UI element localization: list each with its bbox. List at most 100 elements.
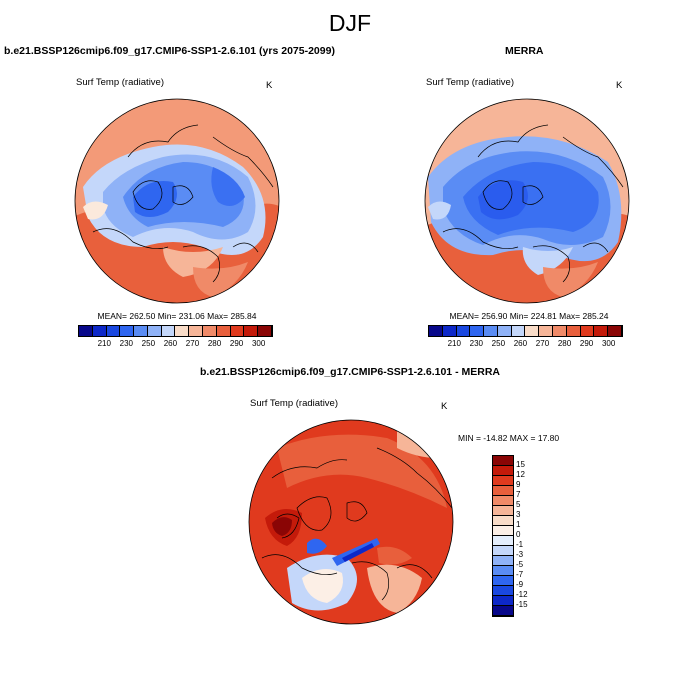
colorbar-swatch (493, 456, 513, 466)
colorbar-tick-label: 230 (119, 339, 133, 348)
colorbar-swatches (492, 455, 514, 617)
panel-1-stats: MEAN= 262.50 Min= 231.06 Max= 285.84 (97, 311, 257, 321)
colorbar-swatch (493, 476, 513, 486)
colorbar-tick-label: 230 (469, 339, 483, 348)
panel-2-variable-label: Surf Temp (radiative) (426, 77, 514, 88)
colorbar-swatch (161, 326, 176, 336)
colorbar-swatch (493, 576, 513, 586)
colorbar-tick-label: 260 (513, 339, 528, 348)
colorbar-ticks: 210 230 250 260 270 280 290 300 (428, 337, 621, 349)
panel-2-title: MERRA (505, 45, 544, 57)
colorbar-tick-label: 250 (141, 339, 156, 348)
colorbar-swatch (566, 326, 581, 336)
colorbar-tick-label: -12 (516, 590, 528, 599)
colorbar-tick-label: -3 (516, 550, 524, 559)
colorbar-swatch (120, 326, 135, 336)
panel-2-polar-map (424, 98, 630, 304)
colorbar-tick-label: 12 (516, 470, 525, 479)
colorbar-tick-label: 290 (229, 339, 244, 348)
colorbar-swatch (580, 326, 595, 336)
colorbar-tick-label: 1 (516, 520, 521, 529)
colorbar-tick-label: 3 (516, 510, 521, 519)
panel-3-variable-label: Surf Temp (radiative) (250, 398, 338, 409)
colorbar-swatch (175, 326, 190, 336)
colorbar-tick-label: 300 (251, 339, 266, 348)
colorbar-ticks: 15 12 9 7 5 3 1 0 -1 -3 -5 -7 -9 -12 -15 (516, 455, 546, 615)
panel-3-title: b.e21.BSSP126cmip6.f09_g17.CMIP6-SSP1-2.… (200, 366, 500, 378)
figure-title: DJF (328, 10, 372, 36)
colorbar-tick-label: -9 (516, 580, 524, 589)
colorbar-swatch (493, 466, 513, 476)
colorbar-swatch (525, 326, 540, 336)
colorbar-swatch (493, 496, 513, 506)
colorbar-swatch (470, 326, 485, 336)
colorbar-swatch (493, 556, 513, 566)
colorbar-swatch (493, 536, 513, 546)
colorbar-swatch (493, 566, 513, 576)
colorbar-tick-label: 270 (185, 339, 200, 348)
colorbar-tick-label: 270 (535, 339, 550, 348)
colorbar-tick-label: 210 (447, 339, 461, 348)
panel-1-variable-label: Surf Temp (radiative) (76, 77, 164, 88)
colorbar-swatch (216, 326, 231, 336)
colorbar-swatch (189, 326, 204, 336)
colorbar-swatch (258, 326, 272, 336)
colorbar-swatch (429, 326, 443, 336)
panel-1-colorbar: 210 230 250 260 270 280 290 300 (78, 325, 273, 349)
colorbar-swatch (493, 546, 513, 556)
panel-3-stats: MIN = -14.82 MAX = 17.80 (458, 433, 560, 443)
panel-1-polar-map (74, 98, 280, 304)
colorbar-swatch (594, 326, 609, 336)
panel-3-units-label: K (441, 401, 448, 412)
colorbar-tick-label: 7 (516, 490, 521, 499)
colorbar-tick-label: 300 (601, 339, 616, 348)
colorbar-swatch (493, 606, 513, 616)
colorbar-tick-label: 9 (516, 480, 521, 489)
panel-1-title: b.e21.BSSP126cmip6.f09_g17.CMIP6-SSP1-2.… (4, 45, 335, 57)
colorbar-tick-label: 0 (516, 530, 521, 539)
colorbar-swatch (493, 516, 513, 526)
colorbar-swatch (456, 326, 471, 336)
panel-2-stats: MEAN= 256.90 Min= 224.81 Max= 285.24 (449, 311, 609, 321)
panel-2-colorbar: 210 230 250 260 270 280 290 300 (428, 325, 623, 349)
panel-1-units-label: K (266, 80, 273, 91)
colorbar-swatch (493, 586, 513, 596)
colorbar-swatch (244, 326, 259, 336)
colorbar-swatch (230, 326, 245, 336)
colorbar-swatch (493, 526, 513, 536)
colorbar-swatch (92, 326, 107, 336)
panel-3-colorbar: 15 12 9 7 5 3 1 0 -1 -3 -5 -7 -9 -12 -15 (492, 455, 528, 617)
colorbar-swatch (484, 326, 498, 336)
colorbar-swatch (511, 326, 526, 336)
colorbar-swatch (608, 326, 622, 336)
colorbar-swatch (497, 326, 512, 336)
colorbar-swatch (134, 326, 148, 336)
colorbar-swatches (78, 325, 273, 337)
panel-2-units-label: K (616, 80, 623, 91)
colorbar-swatch (553, 326, 567, 336)
colorbar-tick-label: 5 (516, 500, 521, 509)
colorbar-tick-label: -15 (516, 600, 528, 609)
colorbar-swatch (493, 506, 513, 516)
colorbar-swatch (493, 596, 513, 606)
colorbar-swatch (493, 486, 513, 496)
panel-3-polar-map (248, 419, 454, 625)
colorbar-swatch (203, 326, 217, 336)
colorbar-tick-label: 260 (163, 339, 178, 348)
colorbar-swatch (106, 326, 121, 336)
colorbar-tick-label: 250 (491, 339, 506, 348)
colorbar-tick-label: -5 (516, 560, 524, 569)
colorbar-tick-label: 290 (579, 339, 594, 348)
colorbar-swatch (442, 326, 457, 336)
colorbar-tick-label: -1 (516, 540, 524, 549)
colorbar-swatch (539, 326, 554, 336)
colorbar-tick-label: -7 (516, 570, 524, 579)
colorbar-ticks: 210 230 250 260 270 280 290 300 (78, 337, 271, 349)
colorbar-swatches (428, 325, 623, 337)
colorbar-tick-label: 280 (207, 339, 222, 348)
colorbar-tick-label: 15 (516, 460, 525, 469)
colorbar-tick-label: 280 (557, 339, 572, 348)
colorbar-swatch (147, 326, 162, 336)
colorbar-tick-label: 210 (97, 339, 111, 348)
colorbar-swatch (79, 326, 93, 336)
